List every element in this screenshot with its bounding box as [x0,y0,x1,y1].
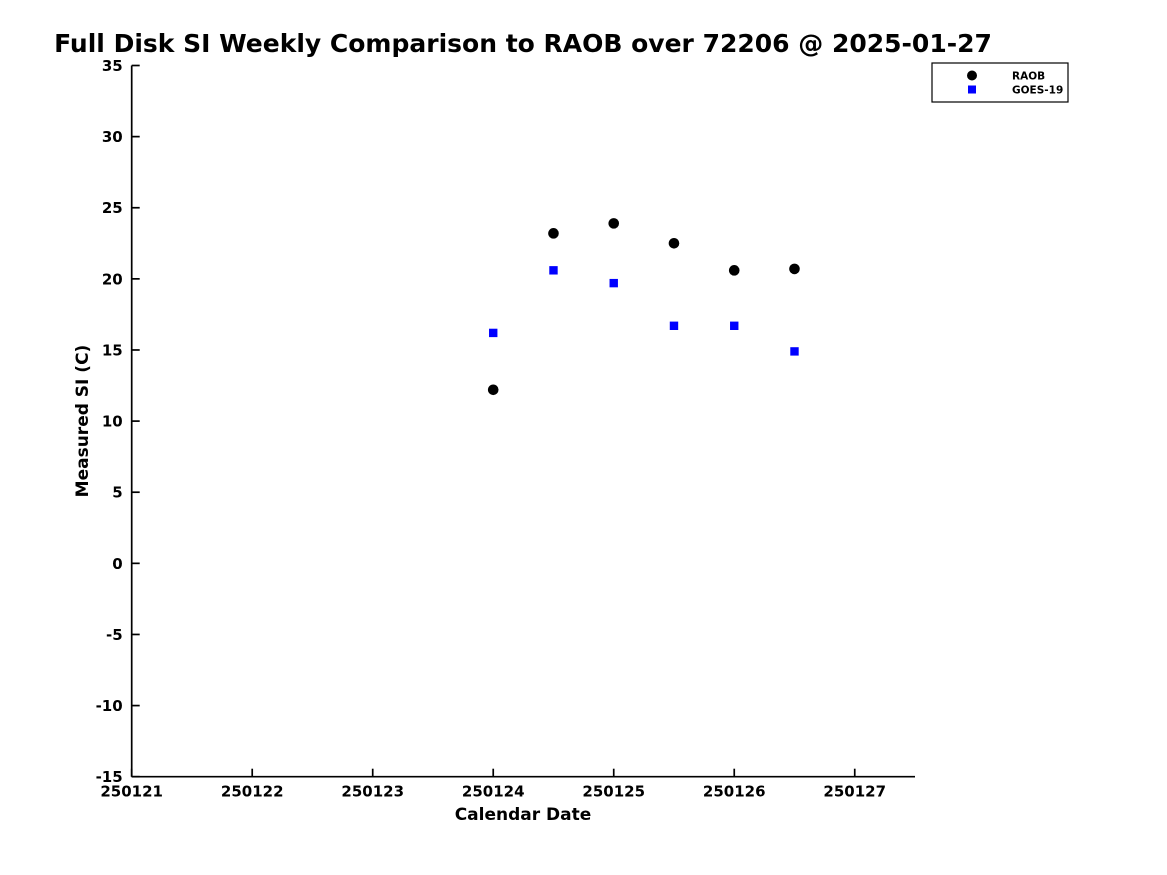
y-tick-label: 25 [102,199,123,217]
raob-point [487,384,499,396]
legend-box [931,62,1069,103]
x-tick-label: 250121 [100,783,163,801]
y-tick-label: -5 [106,626,123,644]
x-tick-label: 250122 [221,783,284,801]
goes-19-point [790,347,799,356]
chart-title: Full Disk SI Weekly Comparison to RAOB o… [54,29,992,58]
y-tick-label: -10 [96,697,123,715]
axes: 250121 250122 250123 250124 250125 250126 2501… [96,57,915,801]
raob-point [608,218,620,229]
legend-label-goes-19: GOES-19 [1012,85,1063,97]
x-tick-label: 250124 [462,783,525,801]
y-tick-label: 0 [112,555,122,573]
goes-19-point [730,321,739,330]
y-tick-label: 30 [102,128,123,146]
goes-19-point [489,328,498,338]
y-tick-label: 20 [102,270,123,288]
legend-label-raob: RAOB [1012,71,1045,83]
y-tick-label: 10 [102,413,123,431]
x-tick-label: 250125 [582,783,645,801]
y-tick-label: 35 [102,57,123,75]
raob-point [668,238,680,249]
raob-point [548,228,559,239]
y-axis-label: Measured SI (C) [73,345,93,498]
x-axis-label: Calendar Date [455,805,592,825]
data-points [487,218,800,396]
legend-marker-raob [967,70,977,81]
legend-marker-goes-19 [968,85,976,94]
y-tick-label: -15 [96,768,123,786]
x-tick-label: 250123 [341,783,404,801]
goes-19-point [669,321,679,330]
goes-19-point [609,278,618,288]
raob-point [789,263,800,275]
x-tick-label: 250127 [823,783,886,801]
legend: RAOB GOES-19 [931,62,1069,103]
x-tick-label: 250126 [703,783,766,801]
raob-point [728,265,740,276]
y-tick-label: 5 [112,484,122,502]
y-tick-label: 15 [102,341,123,359]
goes-19-point [549,266,558,275]
